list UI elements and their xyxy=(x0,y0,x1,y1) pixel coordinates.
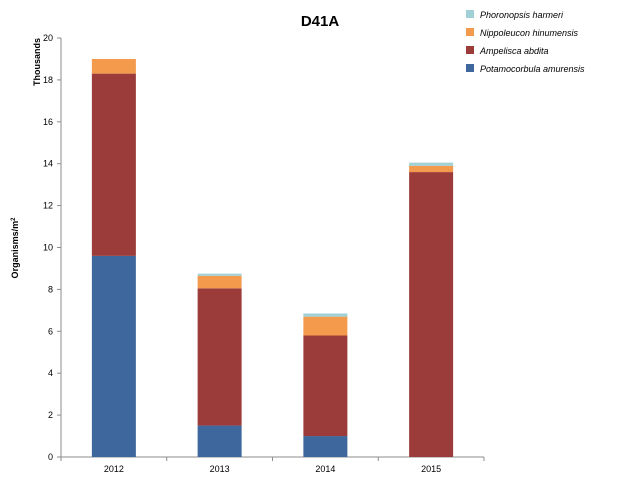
legend-swatch xyxy=(466,46,474,54)
y-axis-label: Organisms/m2 xyxy=(10,217,20,279)
legend-swatch xyxy=(466,64,474,72)
y-tick-label: 20 xyxy=(43,33,53,43)
x-tick-label: 2013 xyxy=(210,464,230,474)
y-tick-label: 6 xyxy=(48,326,53,336)
legend-label: Nippoleucon hinumensis xyxy=(480,28,579,38)
bar-segment xyxy=(197,425,242,457)
bar-segment xyxy=(91,255,136,457)
y-tick-label: 2 xyxy=(48,410,53,420)
bar-segment xyxy=(303,313,348,317)
legend-swatch xyxy=(466,28,474,36)
y-tick-label: 4 xyxy=(48,368,53,378)
y-tick-label: 8 xyxy=(48,284,53,294)
bar-segment xyxy=(303,335,348,437)
bar-segment xyxy=(409,172,454,457)
y-tick-label: 18 xyxy=(43,75,53,85)
bar-segment xyxy=(303,436,348,457)
x-tick-label: 2014 xyxy=(315,464,335,474)
bar-segment xyxy=(303,316,348,336)
bar-segment xyxy=(197,275,242,289)
y-axis-label-superscript: 2 xyxy=(11,217,17,221)
legend-label: Phoronopsis harmeri xyxy=(480,10,564,20)
x-tick-label: 2012 xyxy=(104,464,124,474)
bar-segment xyxy=(409,165,454,173)
x-tick-label: 2015 xyxy=(421,464,441,474)
bar-segment xyxy=(409,162,454,166)
y-tick-label: 14 xyxy=(43,159,53,169)
bar-segment xyxy=(91,58,136,74)
y-units-label: Thousands xyxy=(32,38,42,86)
y-tick-label: 12 xyxy=(43,201,53,211)
legend-label: Potamocorbula amurensis xyxy=(480,64,585,74)
chart-title: D41A xyxy=(301,13,340,30)
y-axis-label-main: Organisms/m xyxy=(10,221,20,279)
y-tick-label: 0 xyxy=(48,452,53,462)
bar-segment xyxy=(197,273,242,276)
y-tick-label: 10 xyxy=(43,243,53,253)
bar-segment xyxy=(197,288,242,426)
y-tick-label: 16 xyxy=(43,117,53,127)
bar-segment xyxy=(91,73,136,256)
legend-label: Ampelisca abdita xyxy=(479,46,549,56)
legend-swatch xyxy=(466,10,474,18)
